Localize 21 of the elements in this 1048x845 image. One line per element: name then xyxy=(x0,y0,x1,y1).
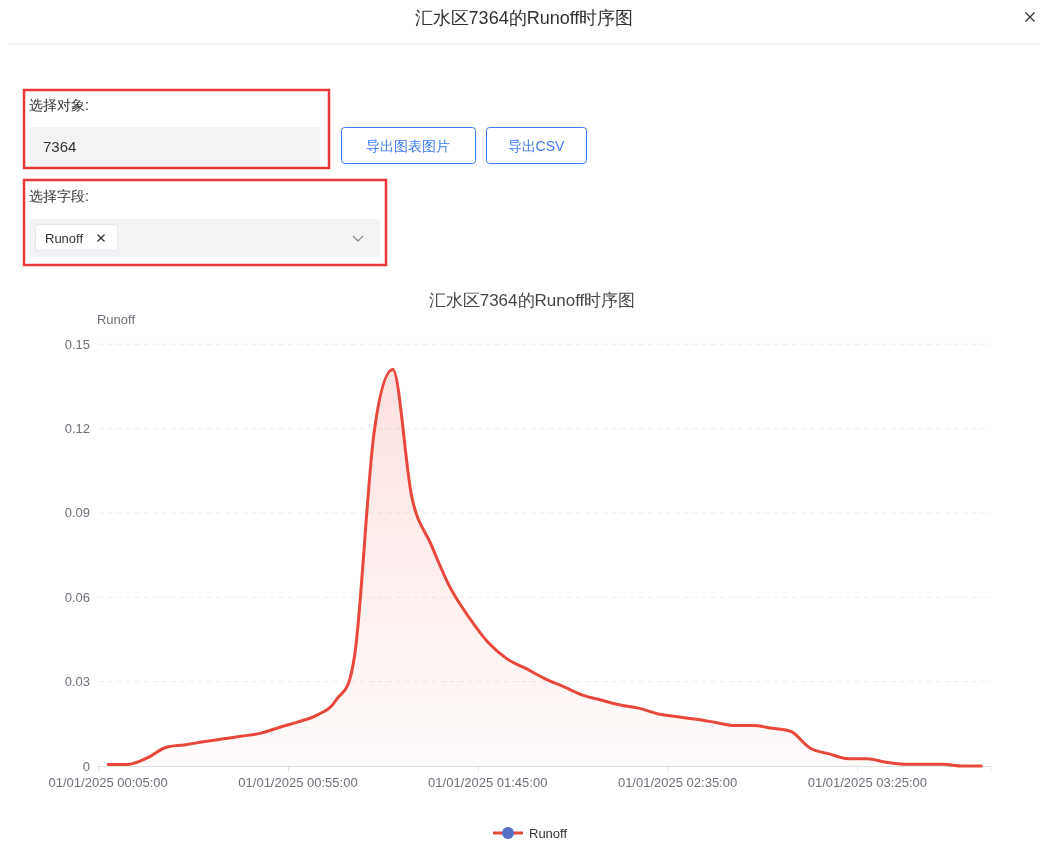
x-tick-label: 01/01/2025 00:05:00 xyxy=(48,775,168,790)
chart-title: 汇水区7364的Runoff时序图 xyxy=(428,291,636,310)
x-tick-label: 01/01/2025 00:55:00 xyxy=(238,775,358,790)
text: 选择对象: xyxy=(29,97,89,113)
legend-label: Runoff xyxy=(529,826,568,841)
text: 导出CSV xyxy=(507,138,566,154)
text: 汇水区7364的Runoff时序图 xyxy=(414,8,634,28)
x-tick-label: 01/01/2025 03:25:00 xyxy=(807,775,927,790)
text: 选择字段: xyxy=(29,188,89,204)
y-tick-label: 0.06 xyxy=(64,589,90,605)
text: Runoff xyxy=(45,231,84,246)
y-tick-label: 0.12 xyxy=(64,421,90,437)
y-tick-label: 0 xyxy=(82,758,90,774)
y-axis-title: Runoff xyxy=(96,312,136,327)
text: 7364 xyxy=(43,138,77,155)
text: 导出图表图片 xyxy=(366,138,450,154)
x-tick-label: 01/01/2025 02:35:00 xyxy=(617,775,738,790)
x-tick-label: 01/01/2025 01:45:00 xyxy=(428,775,548,790)
y-tick-label: 0.03 xyxy=(64,674,90,690)
y-tick-label: 0.09 xyxy=(64,505,90,521)
y-tick-label: 0.15 xyxy=(64,336,90,352)
